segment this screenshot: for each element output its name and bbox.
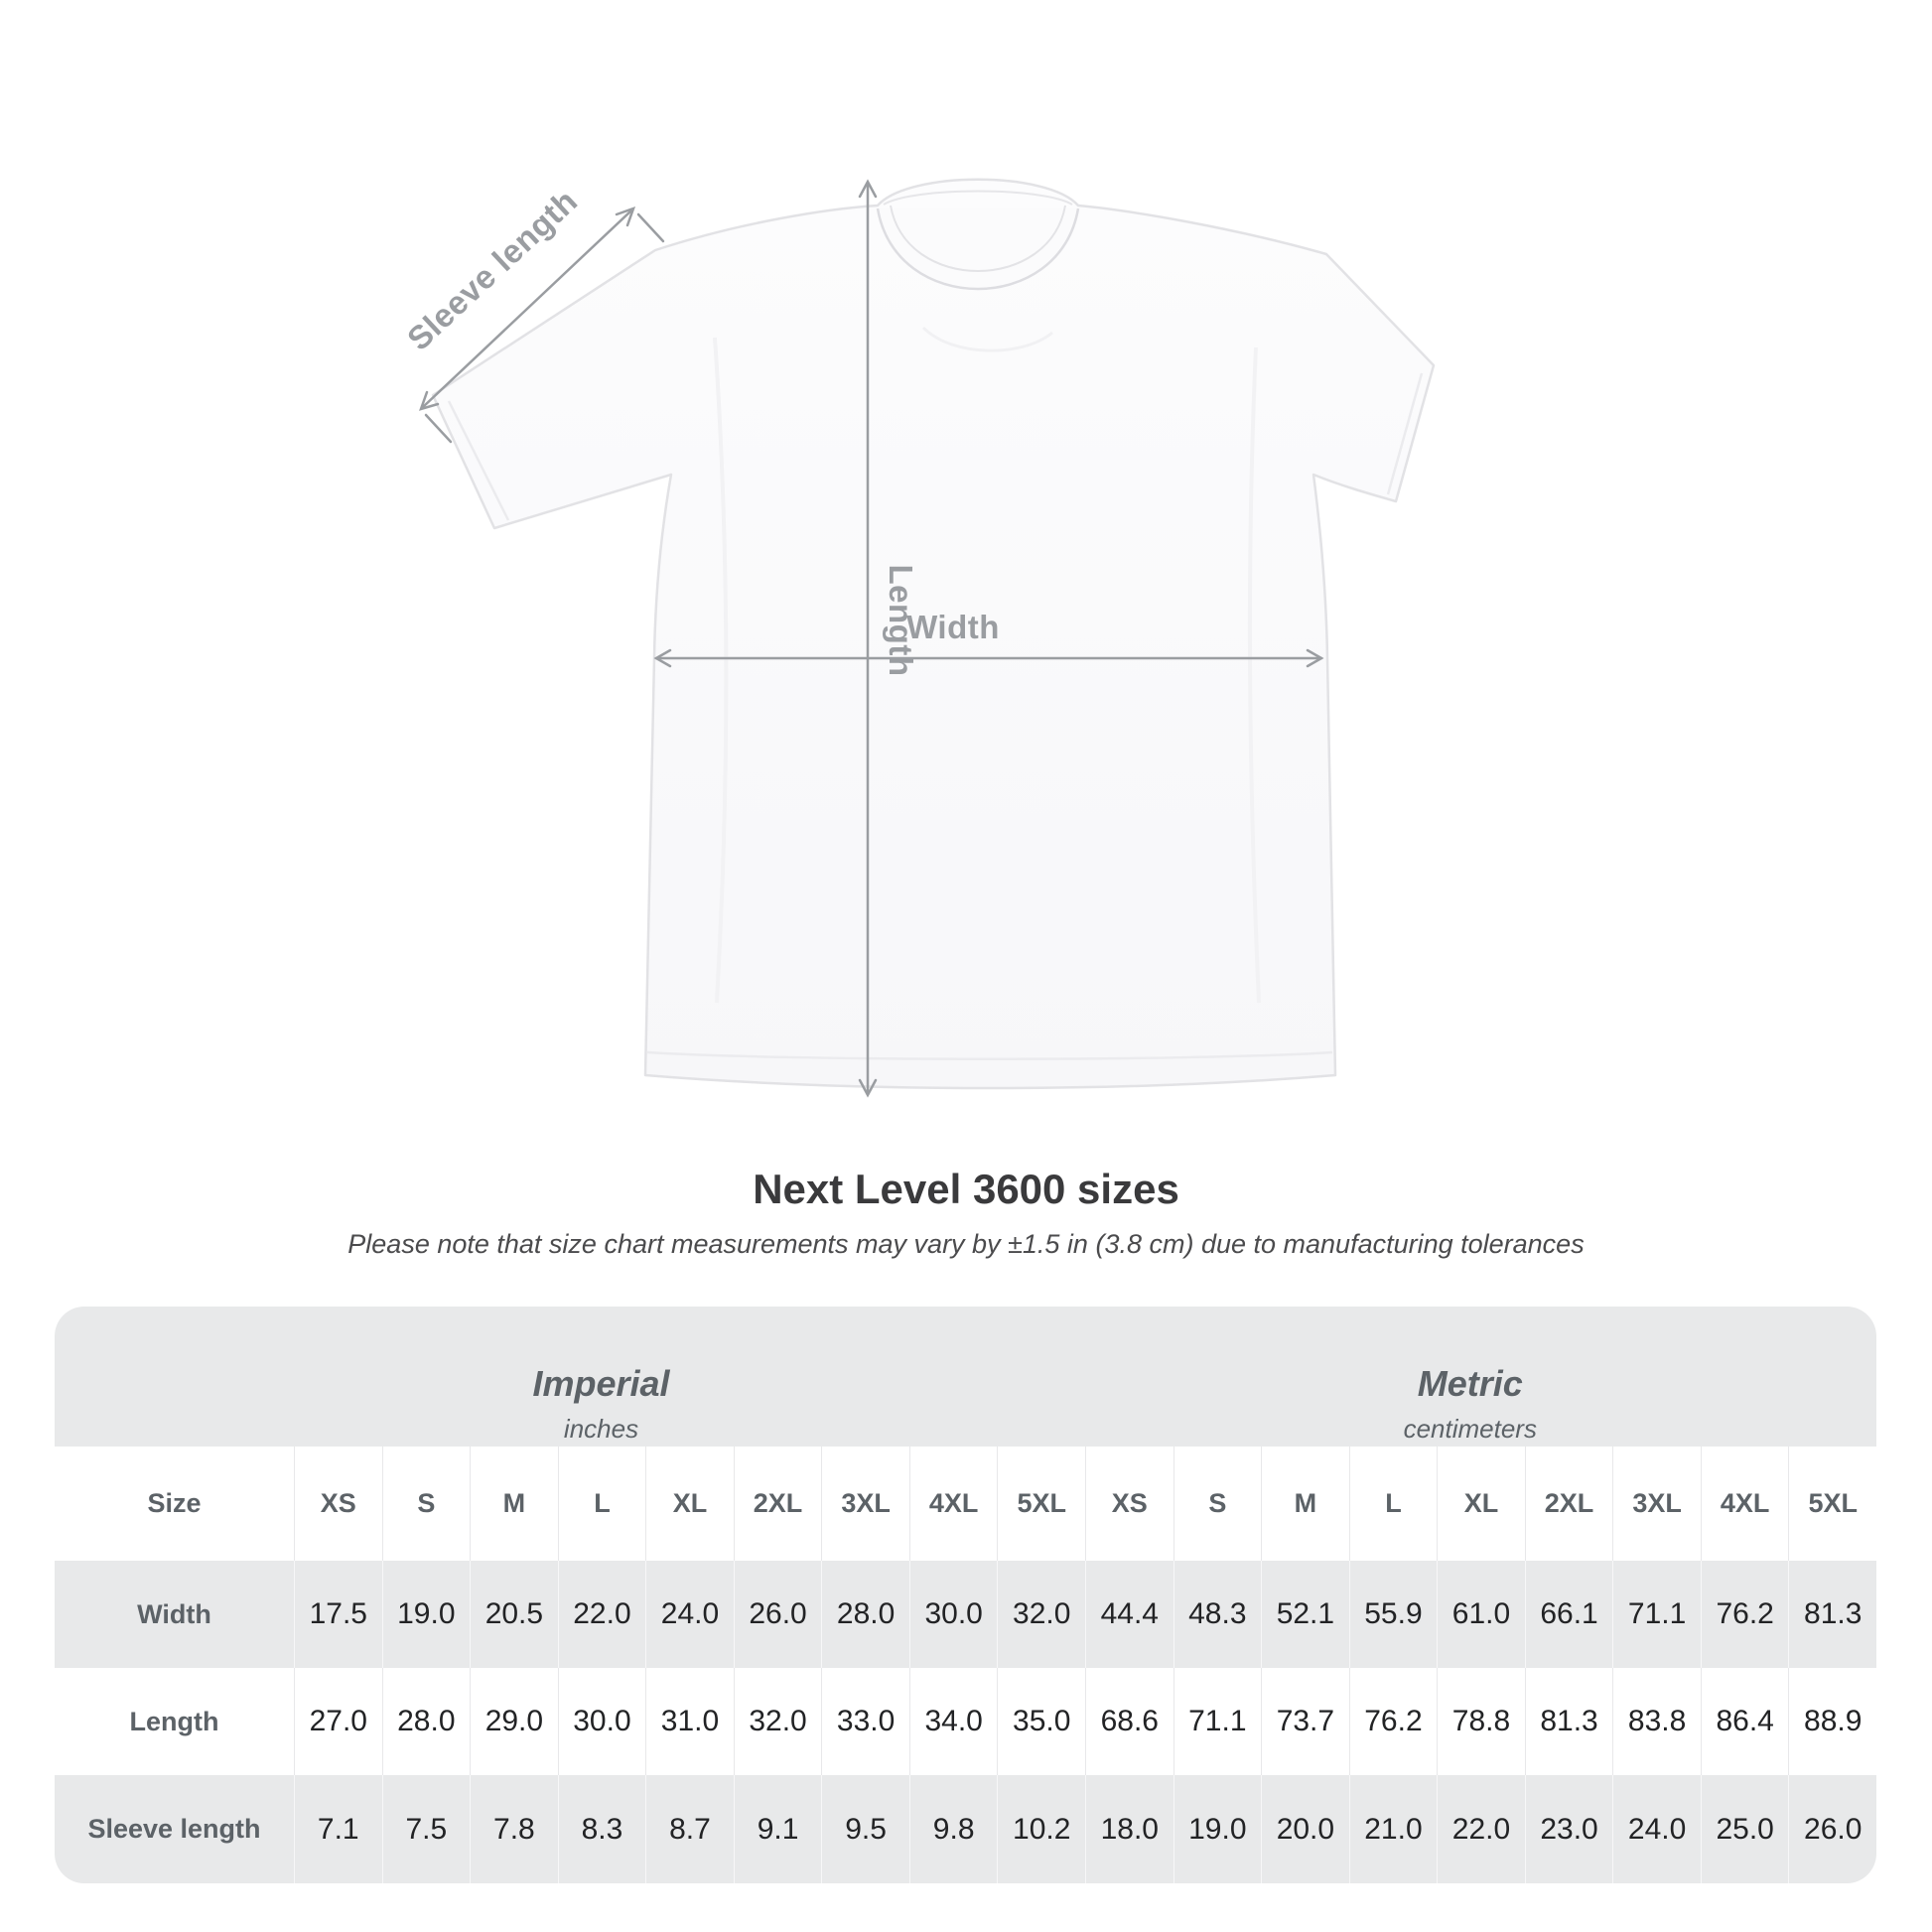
table-cell: 81.3 — [1788, 1561, 1876, 1668]
size-col-header: 3XL — [821, 1447, 909, 1561]
table-cell: 22.0 — [557, 1561, 646, 1668]
row-label: Sleeve length — [87, 1814, 261, 1844]
size-header-row: Size XS S M L XL 2XL 3XL 4XL 5XL XS S M … — [55, 1447, 1876, 1561]
size-corner-label: Size — [147, 1488, 202, 1518]
table-cell: 8.7 — [645, 1775, 734, 1883]
size-col-header: S — [381, 1447, 471, 1561]
table-cell: 9.5 — [821, 1775, 909, 1883]
size-col-header: M — [470, 1447, 558, 1561]
table-cell: 73.7 — [1261, 1668, 1349, 1775]
size-col-header: 5XL — [997, 1447, 1085, 1561]
table-cell: 66.1 — [1524, 1561, 1613, 1668]
sleeve-length-arrow — [419, 206, 665, 444]
table-cell: 34.0 — [908, 1668, 998, 1775]
table-cell: 7.8 — [470, 1775, 558, 1883]
size-col-header: XS — [294, 1447, 382, 1561]
row-label: Width — [137, 1598, 211, 1629]
imperial-header: Imperial inches — [532, 1363, 670, 1445]
table-cell: 86.4 — [1700, 1668, 1789, 1775]
size-col-header: 2XL — [733, 1447, 822, 1561]
table-cell: 29.0 — [470, 1668, 558, 1775]
table-cell: 25.0 — [1700, 1775, 1789, 1883]
table-cell: 30.0 — [557, 1668, 646, 1775]
table-cell: 31.0 — [645, 1668, 734, 1775]
table-cell: 61.0 — [1437, 1561, 1525, 1668]
table-cell: 71.1 — [1612, 1561, 1701, 1668]
size-col-header: 4XL — [908, 1447, 998, 1561]
table-cell: 28.0 — [821, 1561, 909, 1668]
size-col-header: XL — [1437, 1447, 1525, 1561]
width-arrow — [653, 648, 1324, 668]
imperial-unit: inches — [563, 1414, 639, 1444]
table-cell: 18.0 — [1085, 1775, 1173, 1883]
table-cell: 76.2 — [1348, 1668, 1438, 1775]
size-col-header: M — [1261, 1447, 1349, 1561]
size-col-header: 5XL — [1788, 1447, 1876, 1561]
page-title: Next Level 3600 sizes — [753, 1166, 1179, 1212]
table-cell: 23.0 — [1524, 1775, 1613, 1883]
table-cell: 24.0 — [1612, 1775, 1701, 1883]
table-cell: 17.5 — [294, 1561, 382, 1668]
metric-unit: centimeters — [1403, 1414, 1537, 1444]
size-col-header: L — [1348, 1447, 1438, 1561]
table-cell: 8.3 — [557, 1775, 646, 1883]
table-cell: 81.3 — [1524, 1668, 1613, 1775]
table-cell: 35.0 — [997, 1668, 1085, 1775]
table-cell: 20.0 — [1261, 1775, 1349, 1883]
table-cell: 7.1 — [294, 1775, 382, 1883]
table-cell: 27.0 — [294, 1668, 382, 1775]
tshirt-shape — [431, 178, 1436, 1090]
table-cell: 7.5 — [381, 1775, 471, 1883]
size-col-header: L — [557, 1447, 646, 1561]
table-cell: 10.2 — [997, 1775, 1085, 1883]
unit-header-band: Imperial inches Metric centimeters — [55, 1307, 1876, 1447]
table-cell: 30.0 — [908, 1561, 998, 1668]
size-chart-table: Imperial inches Metric centimeters Size … — [55, 1307, 1876, 1883]
imperial-title: Imperial — [532, 1363, 670, 1404]
table-cell: 32.0 — [997, 1561, 1085, 1668]
size-col-header: XS — [1085, 1447, 1173, 1561]
tshirt-diagram: Sleeve length Length Width — [400, 178, 1436, 1098]
table-cell: 9.8 — [908, 1775, 998, 1883]
table-cell: 68.6 — [1085, 1668, 1173, 1775]
table-cell: 88.9 — [1788, 1668, 1876, 1775]
table-cell: 33.0 — [821, 1668, 909, 1775]
table-cell: 26.0 — [733, 1561, 822, 1668]
row-label: Length — [129, 1706, 219, 1736]
metric-header: Metric centimeters — [1403, 1363, 1537, 1445]
table-cell: 44.4 — [1085, 1561, 1173, 1668]
table-cell: 28.0 — [381, 1668, 471, 1775]
table-cell: 83.8 — [1612, 1668, 1701, 1775]
size-col-header: XL — [645, 1447, 734, 1561]
table-cell: 71.1 — [1173, 1668, 1262, 1775]
metric-title: Metric — [1417, 1363, 1523, 1404]
table-cell: 48.3 — [1173, 1561, 1262, 1668]
table-cell: 55.9 — [1348, 1561, 1438, 1668]
table-cell: 32.0 — [733, 1668, 822, 1775]
table-cell: 52.1 — [1261, 1561, 1349, 1668]
table-cell: 19.0 — [1173, 1775, 1262, 1883]
tolerance-note: Please note that size chart measurements… — [347, 1229, 1585, 1259]
table-cell: 78.8 — [1437, 1668, 1525, 1775]
table-row-sleeve-length: Sleeve length 7.1 7.5 7.8 8.3 8.7 9.1 9.… — [55, 1775, 1876, 1883]
size-col-header: S — [1173, 1447, 1262, 1561]
length-label: Length — [883, 564, 919, 677]
table-row-width: Width 17.5 19.0 20.5 22.0 24.0 26.0 28.0… — [55, 1561, 1876, 1668]
table-cell: 21.0 — [1348, 1775, 1438, 1883]
tshirt-illustration — [419, 178, 1436, 1098]
table-cell: 9.1 — [733, 1775, 822, 1883]
table-row-length: Length 27.0 28.0 29.0 30.0 31.0 32.0 33.… — [55, 1668, 1876, 1775]
size-col-header: 2XL — [1524, 1447, 1613, 1561]
table-cell: 19.0 — [381, 1561, 471, 1668]
table-cell: 76.2 — [1700, 1561, 1789, 1668]
table-cell: 24.0 — [645, 1561, 734, 1668]
table-cell: 20.5 — [470, 1561, 558, 1668]
table-cell: 22.0 — [1437, 1775, 1525, 1883]
length-arrow — [858, 179, 878, 1098]
size-col-header: 3XL — [1612, 1447, 1701, 1561]
size-col-header: 4XL — [1700, 1447, 1789, 1561]
table-cell: 26.0 — [1788, 1775, 1876, 1883]
width-label: Width — [906, 609, 1000, 645]
